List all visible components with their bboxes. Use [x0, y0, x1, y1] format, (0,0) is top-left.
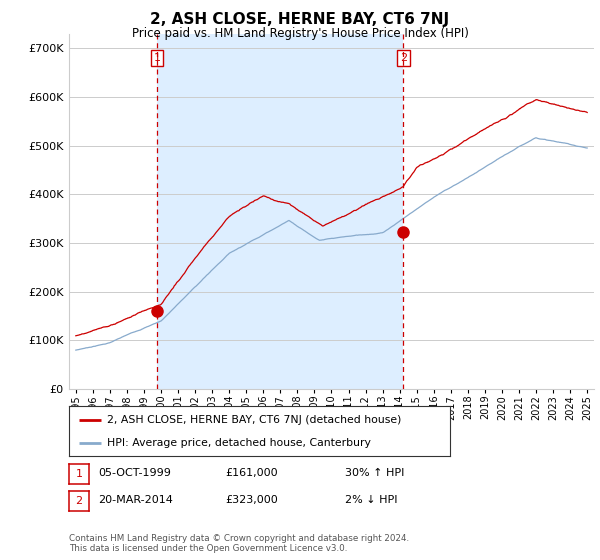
Text: 1: 1 [154, 53, 160, 63]
Text: 1: 1 [76, 469, 82, 479]
Text: £323,000: £323,000 [225, 495, 278, 505]
Text: 2% ↓ HPI: 2% ↓ HPI [345, 495, 398, 505]
Text: Contains HM Land Registry data © Crown copyright and database right 2024.
This d: Contains HM Land Registry data © Crown c… [69, 534, 409, 553]
Text: 30% ↑ HPI: 30% ↑ HPI [345, 468, 404, 478]
Text: 2: 2 [76, 496, 82, 506]
Text: 20-MAR-2014: 20-MAR-2014 [98, 495, 173, 505]
Text: Price paid vs. HM Land Registry's House Price Index (HPI): Price paid vs. HM Land Registry's House … [131, 27, 469, 40]
Text: 05-OCT-1999: 05-OCT-1999 [98, 468, 170, 478]
Text: £161,000: £161,000 [225, 468, 278, 478]
Text: HPI: Average price, detached house, Canterbury: HPI: Average price, detached house, Cant… [107, 438, 371, 448]
Text: 2: 2 [400, 53, 407, 63]
Text: 2, ASH CLOSE, HERNE BAY, CT6 7NJ: 2, ASH CLOSE, HERNE BAY, CT6 7NJ [151, 12, 449, 27]
Text: 2, ASH CLOSE, HERNE BAY, CT6 7NJ (detached house): 2, ASH CLOSE, HERNE BAY, CT6 7NJ (detach… [107, 414, 401, 424]
Bar [157, 34, 403, 389]
